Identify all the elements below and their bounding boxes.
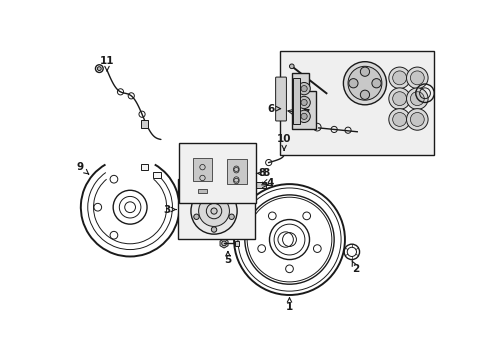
Polygon shape xyxy=(291,73,316,130)
Bar xyxy=(234,241,239,246)
Bar xyxy=(293,78,299,124)
Circle shape xyxy=(392,92,406,105)
Circle shape xyxy=(301,99,306,105)
Circle shape xyxy=(360,90,369,99)
Circle shape xyxy=(190,188,237,234)
Bar xyxy=(178,179,254,239)
Bar xyxy=(141,120,147,128)
Circle shape xyxy=(301,86,306,92)
Bar xyxy=(280,51,433,155)
Circle shape xyxy=(228,214,234,220)
Text: 8: 8 xyxy=(256,168,269,178)
Circle shape xyxy=(343,62,386,105)
Bar xyxy=(226,159,246,184)
Polygon shape xyxy=(220,239,227,248)
Circle shape xyxy=(297,82,310,95)
Bar xyxy=(141,164,148,171)
Text: 4: 4 xyxy=(266,177,273,188)
Circle shape xyxy=(360,67,369,76)
Text: 7: 7 xyxy=(301,109,308,119)
Circle shape xyxy=(406,109,427,130)
Circle shape xyxy=(211,227,216,232)
Circle shape xyxy=(326,129,333,135)
Circle shape xyxy=(392,112,406,126)
FancyBboxPatch shape xyxy=(223,156,249,191)
Bar xyxy=(153,172,161,178)
Text: 8: 8 xyxy=(257,168,264,178)
Circle shape xyxy=(347,66,381,100)
Circle shape xyxy=(388,88,409,109)
Circle shape xyxy=(301,113,306,120)
Circle shape xyxy=(97,67,101,71)
Text: 10: 10 xyxy=(276,134,291,150)
Text: 6: 6 xyxy=(267,104,280,114)
FancyBboxPatch shape xyxy=(275,77,286,121)
Text: 2: 2 xyxy=(351,261,359,274)
Circle shape xyxy=(388,67,409,89)
Circle shape xyxy=(388,109,409,130)
Text: 9: 9 xyxy=(76,162,89,174)
Circle shape xyxy=(222,193,227,199)
Circle shape xyxy=(193,214,199,220)
Circle shape xyxy=(289,64,293,69)
Text: 1: 1 xyxy=(285,298,292,311)
Circle shape xyxy=(409,112,424,126)
Circle shape xyxy=(348,78,357,88)
Bar xyxy=(193,158,211,181)
Circle shape xyxy=(409,92,424,105)
Circle shape xyxy=(200,193,205,199)
Bar xyxy=(198,189,207,193)
Circle shape xyxy=(297,110,310,122)
Circle shape xyxy=(198,195,229,226)
Circle shape xyxy=(406,67,427,89)
Circle shape xyxy=(409,71,424,85)
Bar xyxy=(179,143,256,203)
Circle shape xyxy=(406,88,427,109)
Circle shape xyxy=(210,208,217,214)
Text: 3: 3 xyxy=(163,204,176,215)
Text: 11: 11 xyxy=(100,56,114,72)
FancyBboxPatch shape xyxy=(190,156,214,189)
Circle shape xyxy=(297,96,310,109)
Text: 5: 5 xyxy=(224,252,231,265)
Bar xyxy=(254,182,265,188)
Circle shape xyxy=(371,78,380,88)
Circle shape xyxy=(392,71,406,85)
